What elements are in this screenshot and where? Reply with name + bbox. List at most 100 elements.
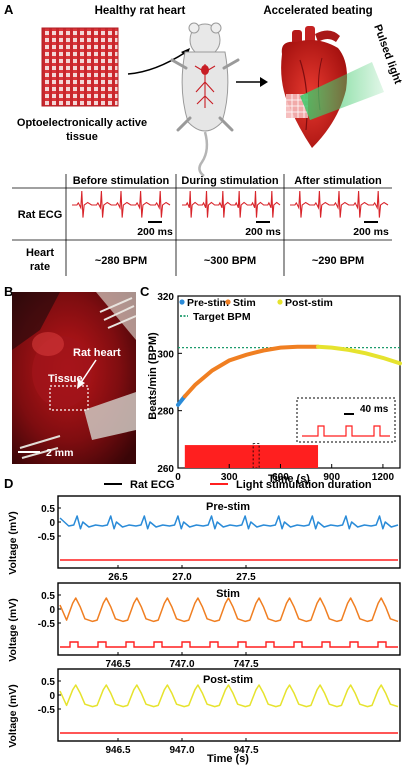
x-tick-label: 900 [323, 472, 340, 483]
ecg-post-stim-chart: 0.5 0 -0.5 946.5 947.0 947.5 [38, 668, 401, 756]
heart-title: Accelerated beating [263, 5, 372, 17]
col-header-during: During stimulation [181, 175, 278, 187]
rate-after: ~290 BPM [312, 255, 364, 267]
x-tick-label: 946.5 [105, 745, 130, 756]
x-tick-label: 1200 [372, 472, 395, 483]
x-tick-label: 947.0 [169, 745, 194, 756]
col-header-before: Before stimulation [73, 175, 170, 187]
panel-label-c: C [140, 284, 150, 299]
tissue-caption-line1: Optoelectronically active [17, 117, 147, 129]
heart-pointer-arrow [79, 359, 97, 385]
stim-duration-bar [184, 445, 319, 468]
scale-label-after: 200 ms [353, 226, 389, 238]
y-tick-label: -0.5 [38, 532, 56, 543]
rat-illustration [170, 22, 240, 177]
ecg-trace-during [182, 190, 281, 218]
legend-label: Stim [233, 297, 256, 309]
panel-label-d: D [4, 476, 13, 491]
ecg-trace [59, 684, 399, 708]
x-tick-label: 747.5 [233, 659, 258, 670]
rate-during: ~300 BPM [204, 255, 256, 267]
arrow-to-rat [127, 51, 187, 75]
x-tick-label: 0 [175, 472, 181, 483]
row-label-rate: rate [30, 261, 50, 273]
tissue-caption-line2: tissue [66, 131, 98, 143]
legend-light-label: Light stimulation duration [236, 479, 372, 491]
series-post-stim [316, 344, 402, 366]
x-tick-label: 746.5 [105, 659, 130, 670]
y-tick-label: 260 [157, 464, 174, 475]
legend-label: Post-stim [285, 297, 333, 309]
tissue-highlight-box [49, 385, 89, 411]
y-tick-label: 0 [49, 518, 55, 529]
y-tick-label: -0.5 [38, 619, 56, 630]
plot-frame [57, 495, 401, 569]
d-title-post: Post-stim [203, 674, 253, 686]
y-tick-label: 320 [157, 292, 174, 303]
d-ylabel-post: Voltage (mV) [7, 684, 19, 747]
mesh-tissue-image [41, 27, 119, 107]
ecg-pre-stim-chart: 0.5 0 -0.5 26.5 27.0 27.5 [38, 495, 401, 583]
scale-label-before: 200 ms [137, 226, 173, 238]
scale-label-2mm: 2 mm [46, 447, 73, 459]
legend-label: Pre-stim [187, 297, 229, 309]
zoom-marker [252, 443, 260, 469]
legend-marker [179, 299, 185, 305]
rate-before: ~280 BPM [95, 255, 147, 267]
x-tick-label: 27.5 [236, 572, 256, 583]
ecg-trace [72, 190, 171, 218]
pulsed-light-beam [300, 62, 384, 120]
ecg-trace [59, 515, 399, 530]
ecg-trace [182, 190, 281, 218]
d-ylabel-pre: Voltage (mV) [7, 511, 19, 574]
arrow-head-icon [77, 379, 85, 389]
y-tick-label: -0.5 [38, 705, 56, 716]
y-tick-label: 0 [49, 691, 55, 702]
ecg-trace [59, 597, 399, 623]
row-label-ecg: Rat ECG [18, 209, 63, 221]
surgery-photo [12, 292, 137, 464]
legend-target-label: Target BPM [193, 311, 251, 323]
y-tick-label: 0.5 [41, 504, 55, 515]
y-tick-label: 0 [49, 605, 55, 616]
ecg-stim-chart: 0.5 0 -0.5 746.5 747.0 747.5 [38, 582, 401, 670]
d-title-stim: Stim [216, 588, 240, 600]
x-tick-label: 300 [221, 472, 238, 483]
arrow-head-icon [260, 77, 268, 87]
inset-scale-label: 40 ms [360, 404, 389, 415]
panel-label-a: A [4, 2, 14, 17]
scale-label-during: 200 ms [245, 226, 281, 238]
x-tick-label: 947.5 [233, 745, 258, 756]
y-tick-label: 300 [157, 349, 174, 360]
y-tick-label: 280 [157, 407, 174, 418]
ecg-trace [290, 190, 389, 218]
plot-frame [57, 668, 401, 742]
tissue-title: Healthy rat heart [95, 5, 186, 17]
series-stim [182, 344, 320, 399]
y-tick-label: 0.5 [41, 591, 55, 602]
plot-frame [57, 582, 401, 656]
d-ylabel-stim: Voltage (mV) [7, 598, 19, 661]
chart-y-axis-label: Beats/min (BPM) [147, 332, 159, 420]
legend-marker [277, 299, 283, 305]
panel-label-b: B [4, 284, 13, 299]
legend-marker [225, 299, 231, 305]
inset-pulse-train [302, 425, 390, 437]
ecg-trace-before [72, 190, 171, 218]
x-tick-label: 27.0 [172, 572, 192, 583]
x-tick-label: 26.5 [108, 572, 128, 583]
col-header-after: After stimulation [294, 175, 382, 187]
chart-x-axis-label: Time (s) [268, 473, 310, 485]
row-label-heart: Heart [26, 247, 54, 259]
x-tick-label: 600 [272, 472, 289, 483]
ecg-table [12, 174, 392, 276]
x-tick-label: 747.0 [169, 659, 194, 670]
y-tick-label: 0.5 [41, 677, 55, 688]
d-xlabel: Time (s) [207, 753, 249, 765]
ecg-trace-after [290, 190, 389, 218]
d-title-pre: Pre-stim [206, 501, 250, 513]
bpm-chart: 0 300 600 900 1200 260 280 300 320 Pre-stim Stim Po… [157, 292, 402, 483]
rat-heart-label: Rat heart [73, 347, 121, 359]
light-stim-line [60, 641, 398, 648]
